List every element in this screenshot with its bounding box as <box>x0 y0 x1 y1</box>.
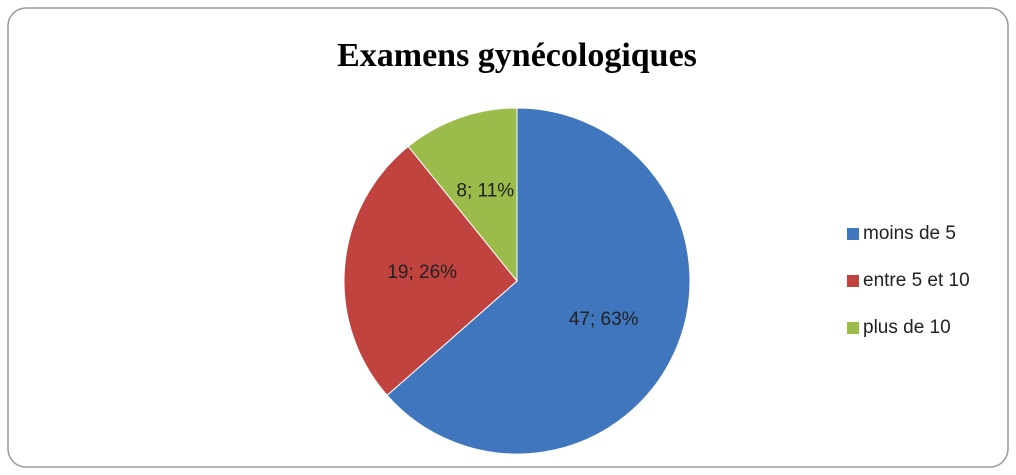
legend-swatch <box>847 275 859 287</box>
legend-swatch <box>847 322 859 334</box>
pie-slice <box>343 145 518 397</box>
data-label: 8; 11% <box>456 180 514 201</box>
legend-label: entre 5 et 10 <box>863 270 970 291</box>
chart-title: Examens gynécologiques <box>337 37 697 74</box>
legend-label: moins de 5 <box>863 223 956 244</box>
legend-label: plus de 10 <box>863 317 951 338</box>
data-label: 47; 63% <box>569 309 639 330</box>
pie-slice <box>407 107 518 283</box>
data-label: 19; 26% <box>387 262 457 283</box>
legend-swatch <box>847 228 859 240</box>
pie-slice <box>386 107 691 455</box>
